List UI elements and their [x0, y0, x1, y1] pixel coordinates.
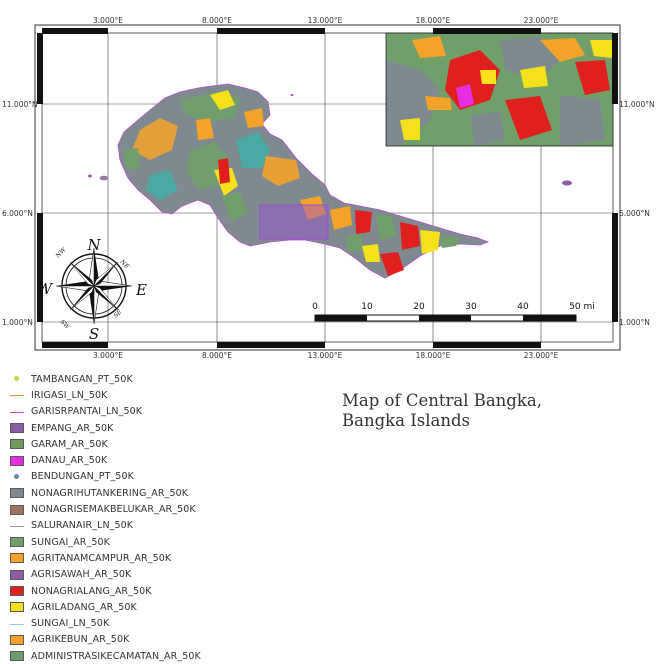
legend-item: AGRITANAMCAMPUR_AR_50K — [8, 550, 308, 566]
compass-rose: N S E W NE NW SE SW — [37, 236, 147, 343]
bottom-coord-3: 18.000°E — [416, 351, 451, 360]
legend-label: AGRITANAMCAMPUR_AR_50K — [31, 552, 172, 564]
legend-label: GARAM_AR_50K — [31, 438, 108, 450]
legend-swatch — [10, 634, 24, 645]
legend-item: NONAGRIALANG_AR_50K — [8, 583, 308, 599]
legend-swatch — [10, 553, 24, 564]
inset-map — [385, 32, 614, 147]
scale-label-5: 50 mi — [569, 302, 595, 312]
legend-item: BENDUNGAN_PT_50K — [8, 469, 308, 485]
bangka-island — [88, 83, 572, 279]
legend-swatch — [10, 602, 24, 613]
legend-swatch — [10, 651, 24, 662]
top-coord-3: 18.000°E — [416, 16, 451, 25]
legend-label: IRIGASI_LN_50K — [31, 389, 108, 401]
left-coord-0: 11.000°N — [2, 100, 38, 109]
map-title-line-2: Bangka Islands — [342, 411, 470, 430]
legend-swatch — [10, 619, 24, 629]
legend-item: NONAGRIHUTANKERING_AR_50K — [8, 485, 308, 501]
left-coord-1: 6.000°N — [2, 209, 33, 218]
legend-label: AGRISAWAH_AR_50K — [31, 569, 132, 581]
bottom-coord-0: 3.000°E — [93, 351, 123, 360]
legend-item: DANAU_AR_50K — [8, 452, 308, 468]
legend-swatch — [10, 423, 24, 434]
legend-item: AGRISAWAH_AR_50K — [8, 567, 308, 583]
legend-swatch — [10, 455, 24, 466]
legend-swatch — [10, 569, 24, 580]
legend-swatch — [10, 586, 24, 596]
map-title: Map of Central Bangka, Bangka Islands — [342, 391, 542, 431]
legend-label: ADMINISTRASIKECAMATAN_AR_50K — [31, 650, 201, 662]
right-coord-1: 6.000°N — [619, 209, 650, 218]
legend: TAMBANGAN_PT_50K IRIGASI_LN_50K GARISRPANT… — [8, 371, 308, 664]
legend-item: SALURANAIR_LN_50K — [8, 518, 308, 534]
scale-label-2: 20 — [413, 302, 425, 312]
legend-label: GARISRPANTAI_LN_50K — [31, 406, 143, 418]
legend-label: SUNGAI_LN_50K — [31, 618, 110, 630]
scale-label-3: 30 — [465, 302, 477, 312]
legend-label: TAMBANGAN_PT_50K — [31, 373, 133, 385]
legend-label: DANAU_AR_50K — [31, 455, 108, 467]
right-coord-2: 1.000°N — [619, 318, 650, 327]
legend-item: SUNGAI_LN_50K — [8, 615, 308, 631]
compass-s: S — [89, 325, 99, 343]
legend-item: NONAGRISEMAKBELUKAR_AR_50K — [8, 501, 308, 517]
left-coord-2: 1.000°N — [2, 318, 33, 327]
legend-swatch — [10, 407, 24, 417]
legend-swatch — [10, 537, 24, 548]
legend-label: AGRILADANG_AR_50K — [31, 601, 137, 613]
legend-item: GARAM_AR_50K — [8, 436, 308, 452]
top-coord-4: 23.000°E — [524, 16, 559, 25]
legend-item: EMPANG_AR_50K — [8, 420, 308, 436]
legend-item: GARISRPANTAI_LN_50K — [8, 404, 308, 420]
scale-label-1: 10 — [361, 302, 373, 312]
legend-label: AGRIKEBUN_AR_50K — [31, 634, 130, 646]
legend-label: NONAGRIHUTANKERING_AR_50K — [31, 487, 189, 499]
inset-extent — [259, 204, 329, 240]
bottom-coord-4: 23.000°E — [524, 351, 559, 360]
scale-bar: 0 10 20 30 40 50 mi — [312, 302, 595, 322]
legend-swatch — [10, 504, 24, 515]
bottom-coord-1: 8.000°E — [202, 351, 232, 360]
legend-item: AGRILADANG_AR_50K — [8, 599, 308, 615]
top-coord-0: 3.000°E — [93, 16, 123, 25]
legend-label: SALURANAIR_LN_50K — [31, 520, 134, 532]
legend-swatch — [10, 521, 24, 531]
legend-label: SUNGAI_AR_50K — [31, 536, 110, 548]
right-coord-0: 11.000°N — [619, 100, 655, 109]
scale-label-4: 40 — [517, 302, 529, 312]
legend-swatch — [10, 472, 24, 482]
map-content: N S E W NE NW SE SW 0 10 20 30 40 50 mi — [37, 32, 614, 343]
legend-item: AGRIKEBUN_AR_50K — [8, 632, 308, 648]
legend-label: NONAGRIALANG_AR_50K — [31, 585, 152, 597]
legend-item: TAMBANGAN_PT_50K — [8, 371, 308, 387]
legend-label: NONAGRISEMAKBELUKAR_AR_50K — [31, 504, 196, 516]
legend-item: SUNGAI_AR_50K — [8, 534, 308, 550]
top-coord-1: 8.000°E — [202, 16, 232, 25]
legend-swatch — [10, 439, 24, 450]
legend-label: EMPANG_AR_50K — [31, 422, 114, 434]
map-title-line-1: Map of Central Bangka, — [342, 391, 542, 410]
legend-item: ADMINISTRASIKECAMATAN_AR_50K — [8, 648, 308, 664]
legend-swatch — [10, 390, 24, 400]
legend-swatch — [10, 374, 24, 384]
compass-se: SE — [112, 308, 123, 319]
legend-label: BENDUNGAN_PT_50K — [31, 471, 134, 483]
legend-item: IRIGASI_LN_50K — [8, 387, 308, 403]
top-coord-2: 13.000°E — [308, 16, 343, 25]
map-frame: N S E W NE NW SE SW 0 10 20 30 40 50 mi — [2, 16, 655, 360]
scale-label-0: 0 — [312, 302, 318, 312]
compass-e: E — [135, 281, 147, 299]
frame-segments — [37, 28, 618, 348]
compass-n: N — [86, 236, 101, 254]
legend-swatch — [10, 488, 24, 499]
bottom-coord-2: 13.000°E — [308, 351, 343, 360]
